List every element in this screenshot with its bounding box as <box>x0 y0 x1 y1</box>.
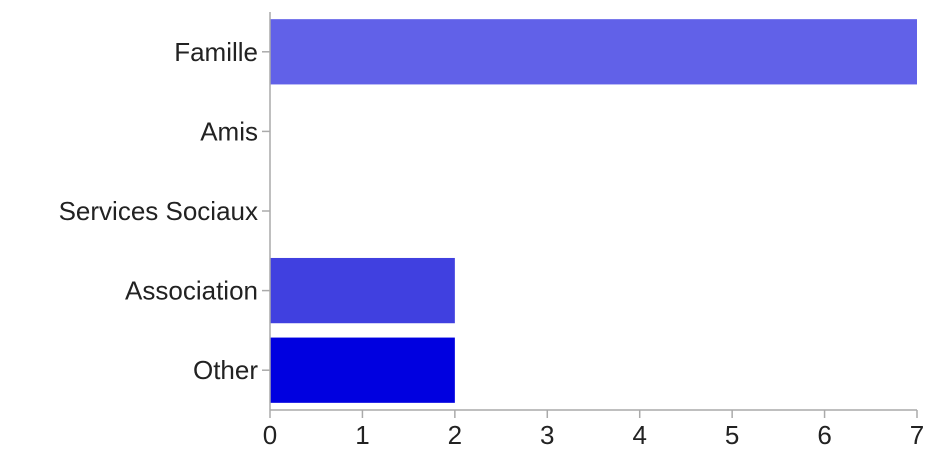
x-tick-label: 4 <box>632 420 646 450</box>
x-tick-label: 2 <box>448 420 462 450</box>
bars-group <box>270 19 917 403</box>
category-label-association: Association <box>125 276 258 306</box>
x-tick-label: 7 <box>910 420 924 450</box>
x-tick-label: 6 <box>817 420 831 450</box>
x-ticks-group: 0 1 2 3 4 5 6 7 <box>263 410 924 450</box>
category-label-famille: Famille <box>174 37 258 67</box>
bar-other <box>270 337 455 403</box>
category-label-services-sociaux: Services Sociaux <box>59 196 258 226</box>
bar-association <box>270 257 455 324</box>
x-tick-label: 5 <box>725 420 739 450</box>
x-tick-label: 3 <box>540 420 554 450</box>
category-label-amis: Amis <box>200 116 258 146</box>
category-label-other: Other <box>193 355 258 385</box>
x-tick-label: 1 <box>355 420 369 450</box>
bar-famille <box>270 19 917 85</box>
y-ticks-group: Famille Amis Services Sociaux Association Ot… <box>59 37 270 385</box>
x-tick-label: 0 <box>263 420 277 450</box>
